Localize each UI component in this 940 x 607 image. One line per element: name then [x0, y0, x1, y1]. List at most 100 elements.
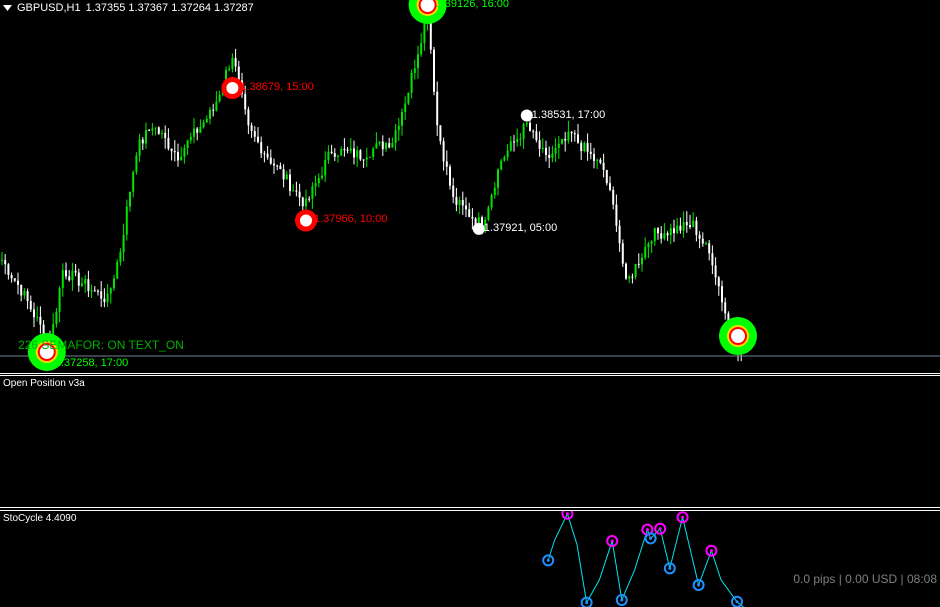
candle-body	[625, 263, 627, 279]
candle-body	[237, 66, 240, 81]
candle-body	[525, 122, 528, 125]
candle-body	[714, 265, 717, 278]
candle-body	[97, 290, 99, 292]
candle-body	[263, 153, 266, 155]
candle-body	[202, 122, 205, 128]
candle-body	[711, 253, 714, 266]
candle-body	[327, 151, 330, 161]
candle-body	[135, 155, 138, 173]
stocycle-trough-marker	[615, 594, 628, 606]
candle-body	[33, 309, 35, 318]
candle-body	[234, 57, 237, 67]
candle-body	[602, 162, 605, 170]
candle-body	[452, 185, 455, 197]
candle-body	[673, 228, 675, 234]
semafor-signal-white	[472, 222, 485, 235]
candle-body	[535, 131, 538, 141]
candle-body	[119, 252, 122, 262]
candle-body	[333, 153, 336, 157]
candle-body	[253, 131, 256, 137]
candle-body	[545, 148, 547, 155]
candle-body	[634, 263, 637, 277]
candle-body	[17, 280, 19, 285]
candle-body	[65, 270, 67, 277]
semafor-label: 1.39126, 16:00	[435, 0, 509, 10]
candle-body	[698, 234, 701, 239]
candle-body	[689, 225, 691, 228]
candle-body	[391, 142, 394, 148]
candle-body	[605, 169, 608, 184]
pane-separator[interactable]	[0, 373, 940, 374]
candle-body	[314, 183, 317, 187]
candle-body	[682, 221, 685, 231]
semafor-label: 1.37921, 05:00	[483, 221, 558, 234]
candle-body	[212, 109, 215, 111]
stocycle-trough-dot	[668, 566, 672, 570]
candle-body	[381, 141, 384, 150]
candle-body	[343, 149, 346, 151]
candle-body	[346, 149, 349, 151]
candle-body	[167, 138, 170, 149]
stocycle-peak-marker	[606, 535, 619, 548]
candle-body	[129, 191, 131, 207]
price-chart[interactable]	[0, 0, 940, 371]
candle-body	[81, 283, 83, 286]
candle-body	[484, 219, 487, 231]
candle-body	[289, 174, 291, 191]
candle-body	[439, 125, 442, 142]
candle-body	[548, 154, 551, 158]
candle-body	[180, 156, 183, 161]
stocycle-line	[547, 512, 744, 607]
candle-body	[657, 228, 659, 234]
candle-body	[151, 128, 154, 131]
pane-separator[interactable]	[0, 510, 940, 511]
candle-body	[39, 316, 42, 325]
candle-body	[468, 209, 471, 217]
candle-body	[663, 233, 666, 239]
semafor-signal-red	[295, 209, 317, 232]
chart-symbol-header[interactable]: GBPUSD,H1 1.37355 1.37367 1.37264 1.3728…	[3, 2, 254, 14]
candle-body	[193, 128, 195, 137]
semafor-label: 1.38531, 17:00	[531, 108, 606, 121]
candle-body	[407, 92, 410, 104]
candle-body	[433, 49, 435, 92]
candle-body	[717, 277, 720, 287]
candle-body	[449, 166, 451, 186]
ohlc-values: 1.37355 1.37367 1.37264 1.37287	[85, 2, 254, 14]
candle-body	[311, 186, 314, 199]
candle-body	[445, 161, 448, 167]
candle-body	[596, 159, 599, 161]
candle-body	[369, 156, 371, 158]
candle-body	[161, 132, 163, 134]
candle-body	[68, 276, 71, 281]
pane-separator[interactable]	[0, 375, 940, 376]
semafor-signal-big-green	[27, 332, 66, 371]
candle-body	[442, 141, 445, 162]
candle-body	[215, 101, 218, 111]
stocycle-indicator[interactable]	[0, 511, 940, 607]
candle-body	[87, 279, 90, 292]
candle-body	[353, 148, 355, 158]
candle-body	[337, 155, 339, 157]
pane-separator[interactable]	[0, 507, 940, 508]
candle-body	[490, 194, 493, 208]
candle-body	[660, 233, 663, 239]
candle-body	[218, 94, 221, 102]
candle-body	[189, 136, 192, 141]
candle-body	[618, 225, 621, 244]
candle-body	[36, 316, 39, 318]
candle-body	[113, 278, 115, 289]
open-position-title: Open Position v3a	[3, 378, 85, 389]
candle-body	[458, 199, 461, 205]
candle-body	[61, 270, 64, 289]
candle-body	[225, 70, 227, 86]
candle-body	[260, 142, 263, 154]
candle-body	[503, 157, 506, 161]
stocycle-peak-dot	[565, 512, 569, 516]
candle-body	[551, 153, 554, 158]
candle-body	[42, 324, 45, 339]
candle-body	[23, 291, 26, 296]
candle-body	[519, 138, 522, 140]
candle-body	[199, 127, 202, 133]
triangle-down-icon[interactable]	[3, 5, 12, 11]
